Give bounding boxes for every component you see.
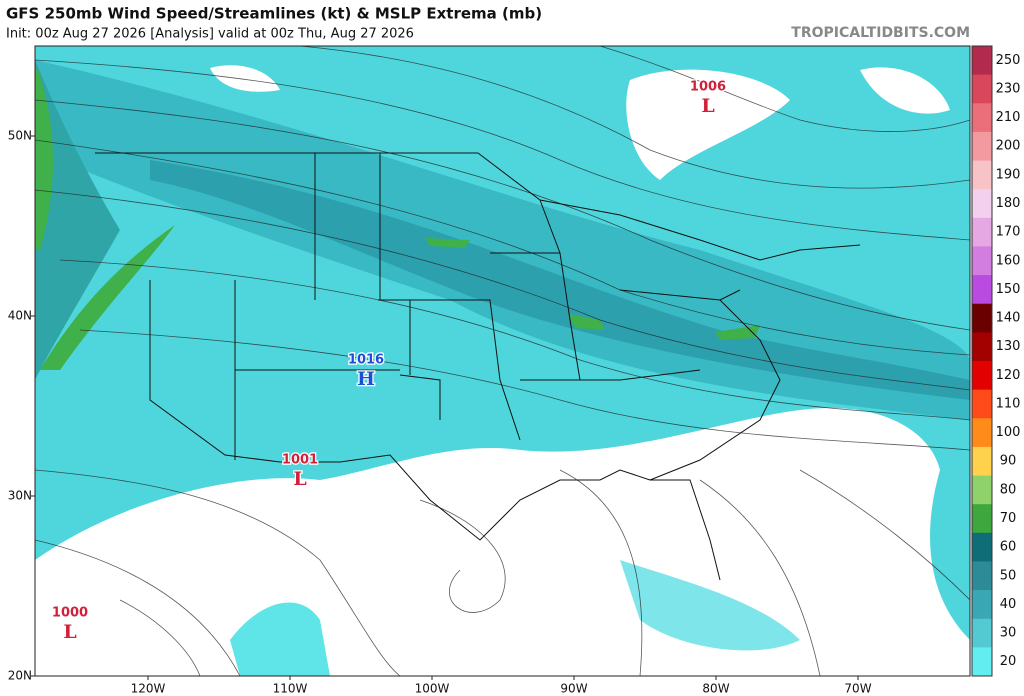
colorbar-swatch xyxy=(972,303,992,333)
lat-label: 50N xyxy=(8,129,32,143)
colorbar-swatch xyxy=(972,389,992,419)
colorbar-swatch xyxy=(972,275,992,305)
lat-label: 40N xyxy=(8,309,32,323)
colorbar-swatch xyxy=(972,103,992,133)
colorbar-label: 40 xyxy=(1000,597,1017,612)
colorbar-label: 180 xyxy=(996,196,1021,211)
colorbar-label: 130 xyxy=(996,339,1021,354)
colorbar-swatch xyxy=(972,74,992,104)
colorbar-label: 190 xyxy=(996,167,1021,182)
jet-streak xyxy=(40,225,175,370)
extremum-value: 1001 xyxy=(282,453,318,468)
extremum-value: 1000 xyxy=(52,606,88,621)
colorbar-swatch xyxy=(972,189,992,219)
colorbar-swatch xyxy=(972,418,992,448)
jet-streak xyxy=(35,70,53,250)
jet-streak xyxy=(568,314,605,330)
colorbar-swatch xyxy=(972,361,992,391)
extremum-letter: L xyxy=(63,621,76,643)
wind-field xyxy=(230,602,330,676)
colorbar-label: 150 xyxy=(996,282,1021,297)
lon-label: 120W xyxy=(131,682,166,696)
lon-label: 70W xyxy=(844,682,871,696)
colorbar-label: 200 xyxy=(996,139,1021,154)
extremum-letter: H xyxy=(357,368,375,390)
colorbar-label: 100 xyxy=(996,425,1021,440)
colorbar-label: 250 xyxy=(996,53,1021,68)
extremum-letter: L xyxy=(701,95,714,117)
colorbar-label: 20 xyxy=(1000,654,1017,669)
boundaries xyxy=(95,152,861,581)
lon-label: 80W xyxy=(702,682,729,696)
credit: TROPICALTIDBITS.COM xyxy=(791,25,970,41)
map-frame xyxy=(34,45,971,677)
jet-core xyxy=(35,60,120,380)
colorbar-swatch xyxy=(972,46,992,76)
colorbar-label: 230 xyxy=(996,81,1021,96)
jet-streak xyxy=(425,238,470,248)
subtitle: Init: 00z Aug 27 2026 [Analysis] valid a… xyxy=(6,27,414,42)
streamlines xyxy=(35,46,970,676)
colorbar-label: 160 xyxy=(996,253,1021,268)
colorbar-label: 170 xyxy=(996,225,1021,240)
calm-area xyxy=(626,69,790,180)
lon-label: 90W xyxy=(560,682,587,696)
colorbar-label: 50 xyxy=(1000,568,1017,583)
colorbar-label: 140 xyxy=(996,311,1021,326)
colorbar-swatch xyxy=(972,446,992,477)
colorbar-swatch xyxy=(972,561,992,591)
title: GFS 250mb Wind Speed/Streamlines (kt) & … xyxy=(6,5,542,23)
lat-label: 30N xyxy=(8,489,32,503)
calm-area xyxy=(860,67,950,114)
calm-area xyxy=(210,65,280,92)
colorbar-swatch xyxy=(972,475,992,505)
extremum-value: 1006 xyxy=(690,80,726,95)
colorbar-swatch xyxy=(972,131,992,162)
colorbar-label: 70 xyxy=(1000,511,1017,526)
jet-core xyxy=(150,160,970,400)
colorbar-label: 210 xyxy=(996,110,1021,125)
wind-field xyxy=(620,560,800,651)
colorbar-swatch xyxy=(972,647,992,677)
colorbar-frame xyxy=(971,45,993,677)
lon-label: 100W xyxy=(415,682,450,696)
map-area xyxy=(35,46,970,676)
colorbar-swatch xyxy=(972,504,992,534)
colorbar-swatch xyxy=(972,160,992,190)
colorbar-swatch xyxy=(972,590,992,620)
colorbar-label: 90 xyxy=(1000,454,1017,469)
colorbar-swatch xyxy=(972,246,992,276)
colorbar-swatch xyxy=(972,532,992,562)
colorbar-label: 60 xyxy=(1000,540,1017,555)
lon-label: 110W xyxy=(273,682,308,696)
lat-label: 20N xyxy=(8,669,32,683)
colorbar-label: 80 xyxy=(1000,482,1017,497)
colorbar-swatch xyxy=(972,332,992,362)
colorbar-label: 110 xyxy=(996,396,1021,411)
colorbar-swatch xyxy=(972,217,992,247)
colorbar-swatch xyxy=(972,618,992,648)
extremum-letter: L xyxy=(293,468,306,490)
colorbar-label: 30 xyxy=(1000,626,1017,641)
extremum-value: 1016 xyxy=(348,353,384,368)
colorbar-label: 120 xyxy=(996,368,1021,383)
